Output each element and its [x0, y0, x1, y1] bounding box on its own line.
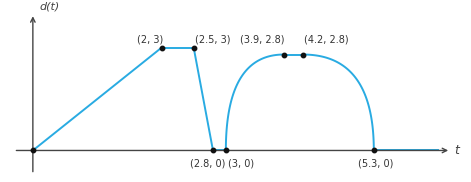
Text: t: t [454, 144, 459, 157]
Text: (2.8, 0): (2.8, 0) [190, 158, 226, 168]
Text: (2, 3): (2, 3) [137, 35, 163, 45]
Text: (5.3, 0): (5.3, 0) [358, 158, 394, 168]
Text: (2.5, 3): (2.5, 3) [195, 35, 230, 45]
Text: (3, 0): (3, 0) [228, 158, 254, 168]
Text: d(t): d(t) [39, 2, 59, 12]
Text: (4.2, 2.8): (4.2, 2.8) [304, 35, 349, 45]
Text: (3.9, 2.8): (3.9, 2.8) [240, 35, 284, 45]
